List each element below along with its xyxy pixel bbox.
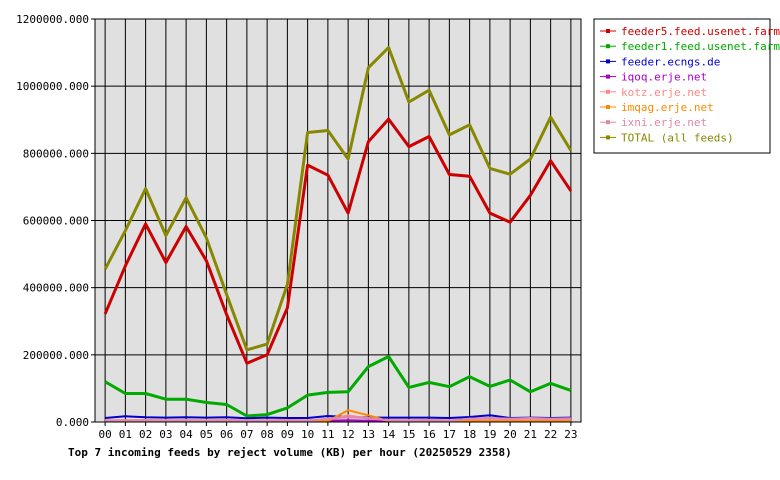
legend-label: feeder5.feed.usenet.farm xyxy=(621,25,780,38)
y-tick-label: 200000.000 xyxy=(23,349,89,362)
legend-label: iqoq.erje.net xyxy=(621,71,707,84)
x-tick-label: 04 xyxy=(180,428,194,441)
series-line xyxy=(103,117,573,365)
y-tick-label: 0.000 xyxy=(56,416,89,429)
x-tick-label: 03 xyxy=(159,428,172,441)
x-tick-label: 14 xyxy=(382,428,396,441)
chart-title: Top 7 incoming feeds by reject volume (K… xyxy=(68,446,512,459)
series-lines xyxy=(103,46,573,423)
x-tick-label: 05 xyxy=(200,428,213,441)
x-tick-label: 23 xyxy=(564,428,577,441)
x-tick-label: 21 xyxy=(524,428,537,441)
y-tick-label: 1200000.000 xyxy=(16,13,89,26)
legend-box xyxy=(593,18,771,154)
legend-label: kotz.erje.net xyxy=(621,86,707,99)
x-tick-label: 00 xyxy=(99,428,112,441)
y-tick-label: 800000.000 xyxy=(23,147,89,160)
legend-marker xyxy=(606,44,610,49)
legend-marker xyxy=(606,59,610,64)
legend-label: feeder1.feed.usenet.farm xyxy=(621,40,780,53)
x-tick-label: 17 xyxy=(443,428,456,441)
x-tick-label: 11 xyxy=(321,428,334,441)
x-tick-label: 22 xyxy=(544,428,557,441)
y-axis-ticks: 0.000 200000.000 400000.000 600000.000 80000… xyxy=(16,13,95,429)
legend-label: imqag.erje.net xyxy=(621,101,714,114)
x-tick-label: 20 xyxy=(504,428,517,441)
y-tick-label: 400000.000 xyxy=(23,282,89,295)
x-tick-label: 02 xyxy=(139,428,152,441)
x-tick-label: 08 xyxy=(261,428,274,441)
x-tick-label: 10 xyxy=(301,428,314,441)
x-tick-label: 06 xyxy=(220,428,233,441)
series-line xyxy=(105,416,571,422)
legend-label: ixni.erje.net xyxy=(621,116,707,129)
x-axis-ticks: 00 01 02 03 04 05 06 07 08 09 10 11 12 13 14 15 16 17 18 19… xyxy=(99,422,578,441)
legend: feeder5.feed.usenet.farm feeder1.feed.use… xyxy=(593,18,780,154)
legend-marker xyxy=(606,135,610,140)
y-tick-label: 1000000.000 xyxy=(16,80,89,93)
x-tick-label: 07 xyxy=(240,428,253,441)
x-tick-label: 09 xyxy=(281,428,294,441)
legend-marker xyxy=(606,89,610,94)
x-tick-label: 16 xyxy=(423,428,436,441)
series-line xyxy=(104,355,572,418)
plot-frame xyxy=(94,18,582,423)
grid-lines xyxy=(95,18,581,423)
legend-marker xyxy=(606,74,610,79)
legend-marker xyxy=(606,105,610,109)
x-tick-label: 18 xyxy=(463,428,476,441)
x-tick-label: 01 xyxy=(119,428,132,441)
x-tick-label: 12 xyxy=(342,428,355,441)
x-tick-label: 13 xyxy=(362,428,375,441)
legend-marker xyxy=(606,29,610,33)
legend-label: TOTAL (all feeds) xyxy=(621,131,734,144)
y-tick-label: 600000.000 xyxy=(23,215,89,228)
x-tick-label: 15 xyxy=(402,428,415,441)
x-tick-label: 19 xyxy=(483,428,496,441)
legend-label: feeder.ecngs.de xyxy=(621,55,720,68)
series-line xyxy=(103,46,573,352)
legend-marker xyxy=(606,120,610,125)
